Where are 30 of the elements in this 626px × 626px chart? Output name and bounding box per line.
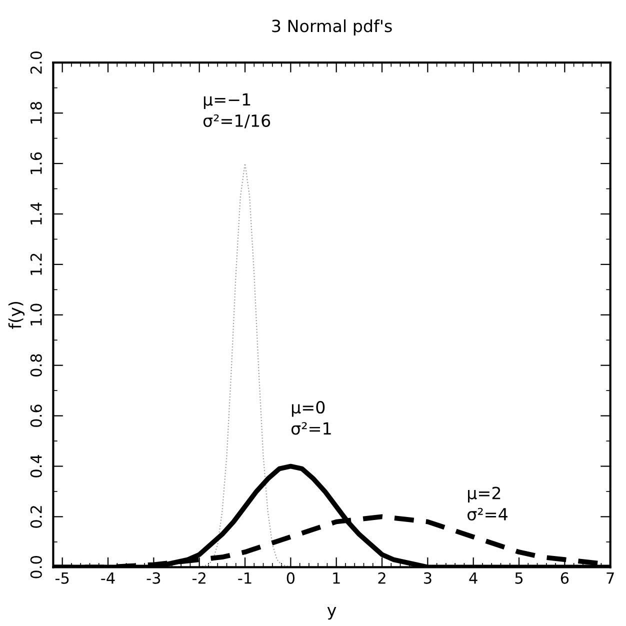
x-tick-label: 6: [560, 572, 569, 584]
chart-title: 3 Normal pdf's: [272, 19, 392, 36]
x-tick-label: 5: [515, 572, 523, 584]
x-tick-label: -2: [192, 572, 206, 584]
y-axis-title: f(y): [8, 302, 25, 329]
x-tick-label: 0: [286, 572, 295, 584]
y-tick-label: 0.4: [30, 454, 42, 478]
x-tick-label: 1: [333, 572, 340, 584]
y-tick-label: 0.2: [30, 506, 42, 528]
x-tick-label: -1: [238, 572, 252, 584]
x-tick-label: -3: [146, 572, 160, 584]
y-tick-label: 1.2: [30, 254, 42, 275]
x-tick-label: 2: [378, 572, 386, 584]
x-tick-label: 4: [469, 572, 478, 584]
y-tick-label: 1.0: [30, 304, 42, 326]
y-tick-label: 1.6: [30, 152, 42, 174]
y-tick-label: 1.8: [30, 102, 42, 124]
y-tick-label: 1.4: [30, 202, 42, 224]
x-tick-label: -5: [55, 572, 69, 584]
x-axis-title: y: [327, 607, 336, 620]
y-tick-label: 0.0: [30, 556, 42, 578]
y-tick-label: 0.8: [30, 354, 42, 376]
x-tick-label: -4: [101, 572, 115, 584]
x-tick-label: 7: [606, 572, 614, 584]
y-tick-label: 0.6: [30, 404, 42, 427]
annotation: μ=2 σ²=4: [468, 486, 508, 521]
annotation: μ=−1 σ²=1/16: [203, 93, 270, 128]
x-tick-label: 3: [424, 572, 432, 584]
y-tick-label: 2.0: [30, 51, 42, 74]
annotation: μ=0 σ²=1: [291, 400, 331, 435]
